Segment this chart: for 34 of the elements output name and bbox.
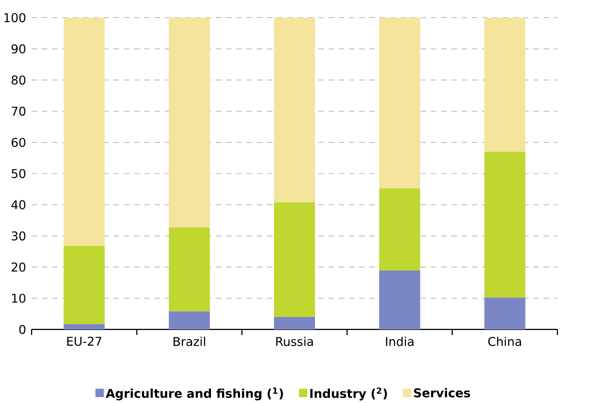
y-tick-label: 70 [12, 106, 26, 116]
bar [379, 270, 420, 330]
x-tick-label: China [488, 336, 522, 346]
y-tick-label: 60 [12, 138, 26, 147]
bar [168, 311, 210, 330]
y-tick-label: 100 [4, 13, 26, 22]
legend-label: Industry ($^{2}$) [310, 388, 387, 400]
bar [64, 246, 105, 324]
bar [274, 316, 316, 330]
y-tick-label: 50 [12, 169, 26, 178]
bar [168, 228, 210, 312]
legend-label: Agriculture and fishing ($^{1}$) [106, 388, 283, 400]
bar [274, 18, 316, 202]
y-tick-label: 20 [12, 262, 26, 272]
x-tick-label: EU-27 [67, 336, 102, 346]
y-tick-label: 80 [12, 75, 26, 85]
x-tick-label: Russia [276, 336, 313, 346]
bar [484, 298, 526, 330]
bar [274, 202, 316, 317]
bar [484, 152, 526, 298]
x-tick-label: India [386, 336, 414, 346]
bar [379, 188, 420, 271]
bar [64, 18, 105, 246]
y-tick-label: 30 [12, 231, 26, 241]
legend-label: Services [414, 388, 470, 398]
y-tick-label: 10 [12, 294, 26, 303]
y-tick-label: 90 [12, 44, 26, 54]
y-tick-label: 0 [19, 324, 26, 334]
x-tick-label: Brazil [174, 336, 206, 346]
bar [484, 18, 526, 152]
bar [64, 324, 105, 330]
bar [379, 18, 420, 188]
bar [168, 18, 210, 228]
y-tick-label: 40 [11, 200, 26, 210]
